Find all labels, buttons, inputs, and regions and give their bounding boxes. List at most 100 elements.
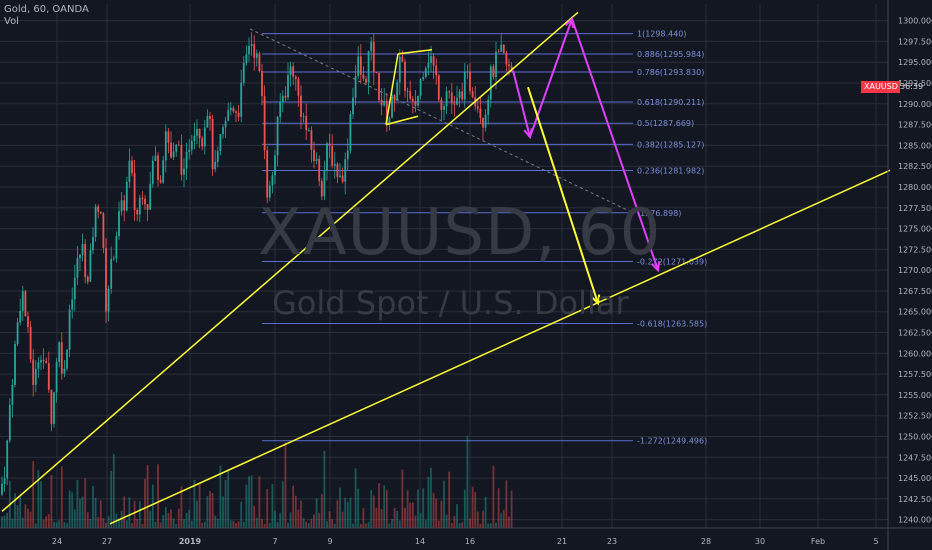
volume-bar bbox=[214, 515, 217, 528]
candle-body bbox=[469, 71, 471, 92]
volume-bar bbox=[92, 485, 94, 528]
x-tick-label: 14 bbox=[415, 537, 425, 546]
volume-bar bbox=[500, 513, 503, 528]
volume-bar bbox=[323, 450, 326, 528]
candle-body bbox=[32, 359, 35, 385]
candle-body bbox=[297, 79, 300, 96]
volume-bar bbox=[437, 520, 440, 528]
candle-body bbox=[435, 65, 438, 76]
volume-bar bbox=[383, 485, 386, 528]
candle-body bbox=[240, 82, 243, 117]
candle-body bbox=[86, 277, 89, 282]
candle-body bbox=[292, 66, 295, 77]
candle-body bbox=[73, 277, 76, 300]
flag-left bbox=[385, 53, 399, 125]
fib-level-label: (1276.898) bbox=[637, 209, 681, 218]
volume-bar bbox=[164, 507, 167, 528]
candle-body bbox=[508, 64, 510, 67]
candle-body bbox=[16, 322, 19, 345]
volume-bar bbox=[227, 469, 230, 528]
y-tick-label: 1265.000 bbox=[898, 308, 932, 317]
volume-bar bbox=[476, 511, 479, 528]
fib-retracement[interactable]: 1(1298.440) 0.886(1295.984) 0.786(1293.830… bbox=[262, 30, 707, 446]
volume-bar bbox=[287, 522, 289, 528]
volume-bar bbox=[271, 483, 274, 528]
candle-body bbox=[489, 66, 492, 100]
x-tick-label: 27 bbox=[102, 537, 112, 546]
candle-body bbox=[263, 96, 266, 151]
candle-body bbox=[362, 74, 365, 79]
candle-body bbox=[367, 51, 370, 83]
volume-bar bbox=[310, 518, 313, 528]
volume-bar bbox=[209, 491, 211, 528]
volume-bar bbox=[380, 509, 383, 528]
volume-bar bbox=[315, 498, 318, 528]
candle-body bbox=[476, 106, 479, 109]
y-tick-label: 1252.500 bbox=[898, 412, 932, 421]
candle-body bbox=[99, 211, 102, 214]
volume-label[interactable]: Vol bbox=[4, 16, 19, 27]
candle-body bbox=[339, 175, 341, 177]
candle-body bbox=[149, 183, 152, 210]
x-tick-label: 30 bbox=[755, 537, 765, 546]
symbol-title[interactable]: Gold, 60, OANDA bbox=[4, 4, 89, 15]
volume-bar bbox=[510, 490, 513, 528]
candle-body bbox=[326, 143, 328, 171]
fib-level-label: -0.618(1263.585) bbox=[637, 320, 707, 329]
volume-bar bbox=[396, 511, 399, 528]
drawings-layer[interactable] bbox=[1, 11, 891, 525]
candle-body bbox=[45, 360, 48, 364]
volume-bar bbox=[320, 494, 323, 528]
candle-body bbox=[190, 140, 193, 150]
y-tick-label: 1280.000 bbox=[898, 183, 932, 192]
candle-body bbox=[346, 150, 349, 160]
candle-body bbox=[188, 149, 191, 152]
candle-body bbox=[406, 90, 409, 92]
candle-body bbox=[198, 128, 201, 139]
volume-bar bbox=[97, 516, 100, 528]
flag-upper bbox=[397, 49, 433, 55]
volume-bar bbox=[479, 523, 482, 528]
fib-level-label: 0.618(1290.211) bbox=[637, 98, 704, 107]
volume-bar bbox=[432, 492, 435, 528]
candle-body bbox=[432, 56, 435, 66]
volume-bar bbox=[349, 497, 352, 528]
y-tick-label: 1242.500 bbox=[898, 495, 932, 504]
fib-level-label: 0.236(1281.982) bbox=[637, 166, 704, 175]
y-tick-label: 1297.500 bbox=[898, 37, 932, 46]
candle-body bbox=[27, 316, 29, 327]
magenta-arrowhead bbox=[650, 261, 661, 273]
volume-bar bbox=[393, 507, 396, 528]
candle-body bbox=[419, 79, 422, 96]
candle-body bbox=[497, 51, 500, 53]
candle-body bbox=[55, 361, 58, 393]
candle-body bbox=[276, 116, 279, 156]
volume-bar bbox=[14, 493, 16, 528]
volume-bar bbox=[466, 435, 469, 528]
candle-body bbox=[115, 236, 118, 259]
volume-bar bbox=[313, 514, 315, 528]
candle-body bbox=[84, 243, 87, 278]
volume-bar bbox=[66, 523, 68, 528]
candle-body bbox=[97, 206, 100, 212]
candle-body bbox=[203, 127, 206, 147]
candle-body bbox=[201, 138, 204, 147]
candle-body bbox=[6, 440, 9, 479]
y-tick-label: 1255.000 bbox=[898, 391, 932, 400]
bar-countdown: 36:39 bbox=[900, 82, 924, 91]
candle-body bbox=[94, 206, 97, 238]
candle-body bbox=[253, 43, 256, 58]
volume-bar bbox=[222, 496, 224, 528]
candle-body bbox=[172, 151, 175, 158]
volume-bar bbox=[245, 484, 248, 528]
candle-body bbox=[237, 112, 240, 117]
candle-body bbox=[300, 95, 302, 117]
candle-body bbox=[76, 258, 79, 278]
candle-body bbox=[216, 151, 219, 162]
volume-bar bbox=[422, 488, 425, 528]
volume-bar bbox=[63, 522, 66, 528]
volume-bar bbox=[120, 510, 123, 528]
volume-bar bbox=[190, 520, 193, 528]
candle-body bbox=[107, 288, 110, 312]
